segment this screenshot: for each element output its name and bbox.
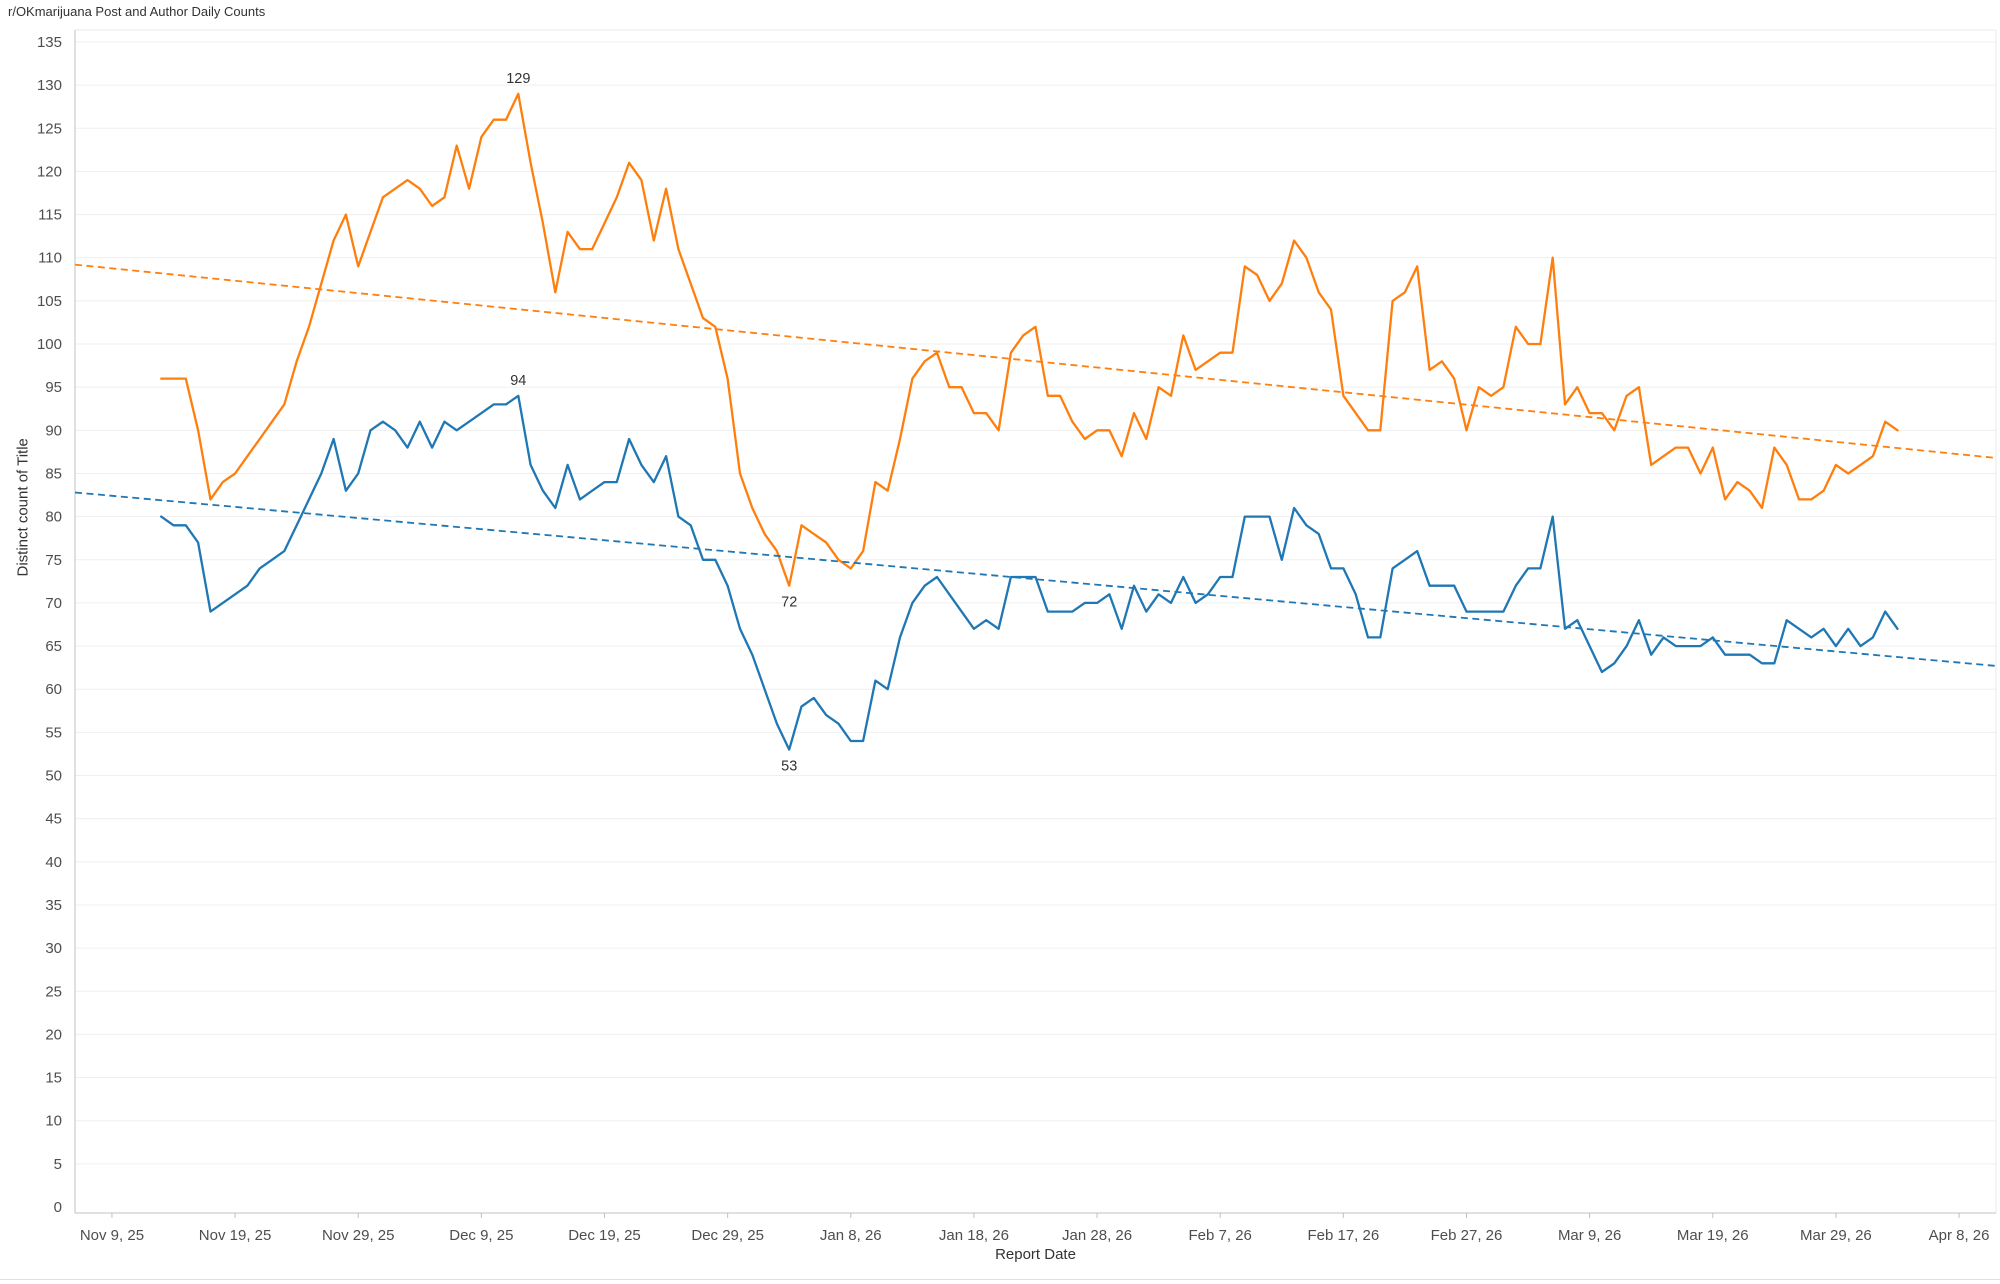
y-axis-tick-label: 65 — [45, 638, 62, 655]
x-axis-tick-label: Jan 28, 26 — [1062, 1227, 1132, 1244]
x-axis-tick-label: Dec 19, 25 — [568, 1227, 641, 1244]
y-axis-tick-label: 40 — [45, 854, 62, 871]
point-value-label: 72 — [781, 595, 797, 611]
y-axis-tick-label: 90 — [45, 422, 62, 439]
y-axis-tick-label: 75 — [45, 552, 62, 569]
point-value-label: 129 — [506, 71, 530, 87]
x-axis-tick-label: Apr 8, 26 — [1929, 1227, 1990, 1244]
x-axis-tick-label: Feb 7, 26 — [1189, 1227, 1252, 1244]
x-axis-tick-label: Mar 19, 26 — [1677, 1227, 1749, 1244]
y-axis-tick-label: 70 — [45, 595, 62, 612]
y-axis-tick-label: 50 — [45, 768, 62, 785]
y-axis-tick-label: 30 — [45, 940, 62, 957]
y-axis-tick-label: 5 — [54, 1156, 62, 1173]
y-axis-tick-label: 115 — [38, 207, 62, 224]
y-axis-tick-label: 135 — [37, 34, 62, 51]
y-axis-tick-label: 25 — [45, 983, 62, 1000]
x-axis-tick-label: Dec 9, 25 — [449, 1227, 513, 1244]
point-value-label: 53 — [781, 759, 797, 775]
y-axis-tick-label: 85 — [45, 465, 62, 482]
pane-bottom-border — [0, 1279, 2000, 1280]
x-axis-tick-label: Feb 27, 26 — [1431, 1227, 1503, 1244]
x-axis-title: Report Date — [995, 1246, 1076, 1263]
y-axis-tick-label: 125 — [37, 120, 62, 137]
x-axis-tick-label: Nov 29, 25 — [322, 1227, 395, 1244]
y-axis-tick-label: 45 — [45, 811, 62, 828]
point-value-label: 94 — [510, 373, 526, 389]
y-axis-tick-label: 105 — [37, 293, 62, 310]
x-axis-tick-label: Nov 9, 25 — [80, 1227, 144, 1244]
authors-series-line — [160, 394, 1899, 751]
y-axis-tick-label: 10 — [45, 1113, 62, 1130]
y-axis-tick-label: 130 — [37, 77, 62, 94]
x-axis-tick-label: Mar 29, 26 — [1800, 1227, 1872, 1244]
y-axis-tick-label: 95 — [45, 379, 62, 396]
y-axis-tick-label: 110 — [38, 250, 62, 267]
y-axis-tick-label: 15 — [45, 1070, 62, 1087]
y-axis-tick-label: 80 — [45, 509, 62, 526]
y-axis-tick-label: 60 — [45, 681, 62, 698]
y-axis-tick-label: 100 — [37, 336, 62, 353]
y-axis-tick-label: 20 — [45, 1026, 62, 1043]
y-axis-tick-label: 55 — [45, 724, 62, 741]
chart-title: r/OKmarijuana Post and Author Daily Coun… — [8, 4, 266, 19]
y-axis-tick-label: 0 — [54, 1199, 62, 1216]
x-axis-tick-label: Jan 18, 26 — [939, 1227, 1009, 1244]
posts-series-line — [160, 92, 1899, 587]
y-axis-tick-label: 120 — [37, 163, 62, 180]
x-axis-tick-label: Dec 29, 25 — [691, 1227, 764, 1244]
posts-trend-line — [74, 263, 1997, 459]
x-axis-tick-label: Nov 19, 25 — [199, 1227, 272, 1244]
x-axis-tick-label: Feb 17, 26 — [1307, 1227, 1379, 1244]
x-axis-tick-label: Mar 9, 26 — [1558, 1227, 1621, 1244]
x-axis-tick-label: Jan 8, 26 — [820, 1227, 882, 1244]
y-axis-tick-label: 35 — [45, 897, 62, 914]
